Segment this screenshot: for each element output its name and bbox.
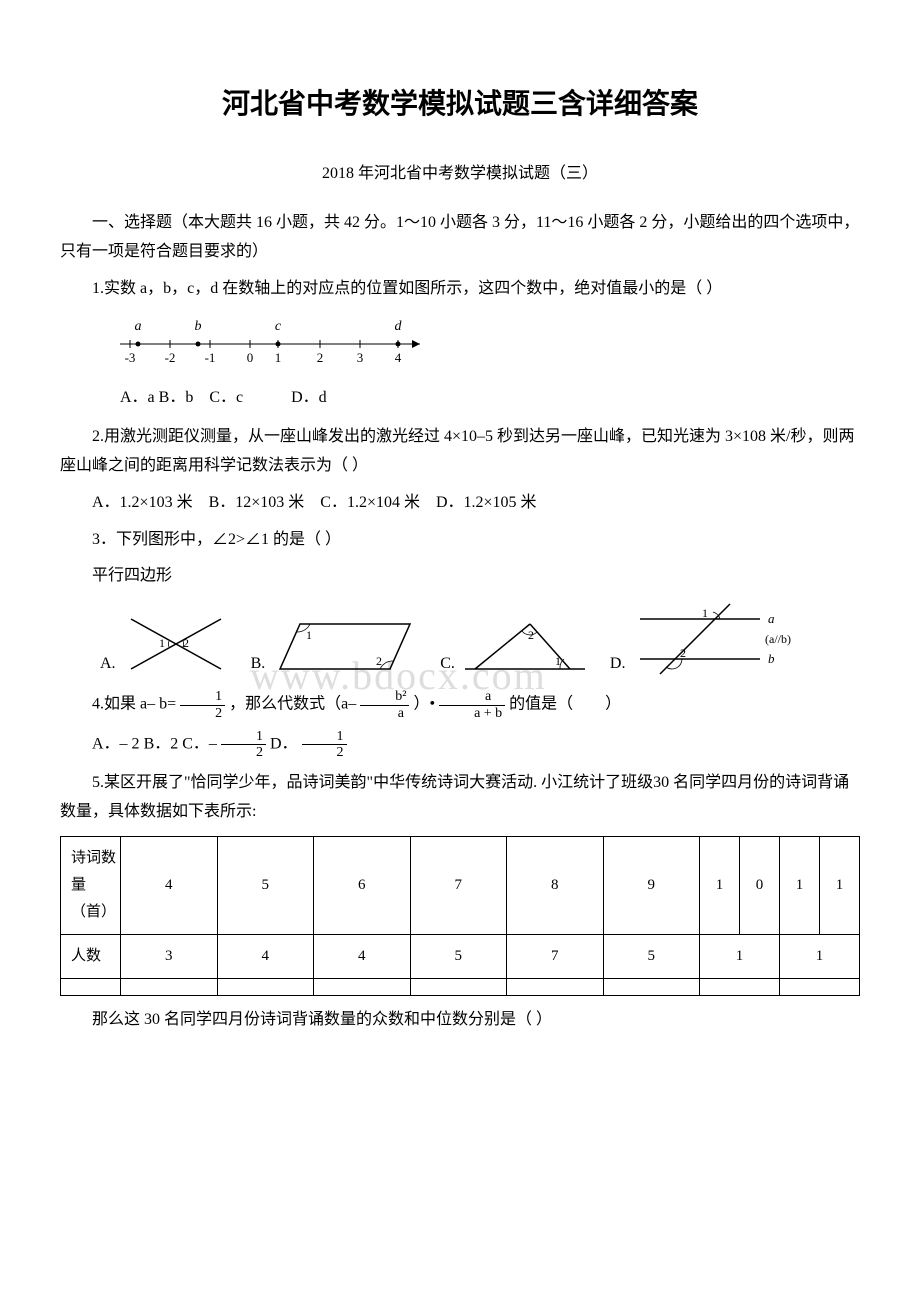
svg-text:4: 4 bbox=[395, 350, 402, 364]
q3-note: 平行四边形 bbox=[60, 562, 860, 591]
q4-options: A．– 2 B．2 C．– 1 2 D． 1 2 bbox=[60, 729, 860, 761]
table-cell: 4 bbox=[121, 837, 218, 935]
table-cell: 1 bbox=[700, 935, 780, 979]
q4-text: 4.如果 a– b= 1 2 ，那么代数式（a– b² a ）• a a + b… bbox=[60, 689, 860, 721]
table-cell: 7 bbox=[507, 935, 604, 979]
table-cell: 5 bbox=[410, 935, 507, 979]
table-cell: 1 bbox=[780, 935, 860, 979]
svg-text:2: 2 bbox=[376, 654, 382, 668]
q1-options: A．a B．b C．c D．d bbox=[120, 384, 860, 413]
q3-figures: A. 1 2 B. 1 2 C. bbox=[100, 599, 860, 679]
q3-figure-d: D. a (a//b) b 1 2 bbox=[610, 599, 801, 679]
table-header-1: 诗词数量（首） bbox=[61, 837, 121, 935]
svg-text:1: 1 bbox=[159, 636, 165, 650]
q3-text: 3．下列图形中，∠2>∠1 的是（ ） bbox=[60, 526, 860, 555]
table-cell: 9 bbox=[603, 837, 700, 935]
q3-label-b: B. bbox=[251, 650, 266, 679]
table-cell: 1 bbox=[780, 837, 820, 935]
svg-text:-3: -3 bbox=[125, 350, 136, 364]
table-cell: 1 bbox=[700, 837, 740, 935]
q5-followup: 那么这 30 名同学四月份诗词背诵数量的众数和中位数分别是（ ） bbox=[60, 1006, 860, 1035]
table-cell-empty bbox=[410, 979, 507, 996]
q4-opt-b: B．2 bbox=[144, 736, 179, 753]
q3-label-c: C. bbox=[440, 650, 455, 679]
table-row: 诗词数量（首） 4 5 6 7 8 9 1 0 1 1 bbox=[61, 837, 860, 935]
table-cell-empty bbox=[121, 979, 218, 996]
q5-table: 诗词数量（首） 4 5 6 7 8 9 1 0 1 1 人数 3 4 4 5 7… bbox=[60, 836, 860, 996]
q3-figure-b: B. 1 2 bbox=[251, 609, 421, 679]
table-cell-empty bbox=[780, 979, 860, 996]
q3-figure-c: C. 2 1 bbox=[440, 609, 590, 679]
q3-figure-a: A. 1 2 bbox=[100, 609, 231, 679]
table-cell: 8 bbox=[507, 837, 604, 935]
q3-label-a: A. bbox=[100, 650, 116, 679]
svg-text:b: b bbox=[195, 319, 202, 334]
q2-options: A．1.2×103 米 B．12×103 米 C．1.2×104 米 D．1.2… bbox=[60, 489, 860, 518]
q1-text: 1.实数 a，b，c，d 在数轴上的对应点的位置如图所示，这四个数中，绝对值最小… bbox=[60, 275, 860, 304]
page-title: 河北省中考数学模拟试题三含详细答案 bbox=[60, 80, 860, 130]
svg-text:0: 0 bbox=[247, 350, 254, 364]
svg-text:c: c bbox=[275, 319, 282, 334]
document-content: 河北省中考数学模拟试题三含详细答案 2018 年河北省中考数学模拟试题（三） 一… bbox=[60, 80, 860, 1035]
q1-number-line: a b c d -3 -2 -1 0 1 2 3 4 bbox=[120, 314, 860, 375]
q4-frac1: 1 2 bbox=[180, 689, 225, 721]
svg-text:a: a bbox=[135, 319, 142, 334]
q3d-label-ab: (a//b) bbox=[765, 632, 791, 646]
svg-text:1: 1 bbox=[306, 628, 312, 642]
table-cell: 5 bbox=[603, 935, 700, 979]
table-cell-empty bbox=[603, 979, 700, 996]
table-header-2: 人数 bbox=[61, 935, 121, 979]
q4-frac-c: 1 2 bbox=[221, 729, 266, 761]
svg-text:2: 2 bbox=[680, 646, 686, 660]
svg-text:-2: -2 bbox=[165, 350, 176, 364]
q3-label-d: D. bbox=[610, 650, 626, 679]
q4-opt-c: C．– bbox=[182, 736, 221, 753]
table-cell-empty bbox=[700, 979, 780, 996]
table-cell-empty bbox=[507, 979, 604, 996]
svg-text:3: 3 bbox=[357, 350, 364, 364]
svg-text:d: d bbox=[395, 319, 403, 334]
table-cell: 7 bbox=[410, 837, 507, 935]
section-intro: 一、选择题（本大题共 16 小题，共 42 分。1～10 小题各 3 分，11～… bbox=[60, 209, 860, 267]
q2-text: 2.用激光测距仪测量，从一座山峰发出的激光经过 4×10–5 秒到达另一座山峰，… bbox=[60, 423, 860, 481]
q4-opt-a: A．– 2 bbox=[92, 736, 140, 753]
table-cell: 5 bbox=[217, 837, 314, 935]
q4-frac2: b² a bbox=[360, 689, 409, 721]
svg-text:-1: -1 bbox=[205, 350, 216, 364]
table-cell: 4 bbox=[314, 935, 411, 979]
table-cell-empty bbox=[61, 979, 121, 996]
table-cell: 4 bbox=[217, 935, 314, 979]
q4-mid1: ，那么代数式（a– bbox=[229, 696, 360, 713]
q3d-label-b: b bbox=[768, 651, 775, 666]
table-cell: 6 bbox=[314, 837, 411, 935]
table-cell-empty bbox=[217, 979, 314, 996]
q4-mid2: ）• bbox=[413, 696, 435, 713]
q5-text: 5.某区开展了"恰同学少年，品诗词美韵"中华传统诗词大赛活动. 小江统计了班级3… bbox=[60, 769, 860, 827]
table-cell: 3 bbox=[121, 935, 218, 979]
table-row bbox=[61, 979, 860, 996]
table-row: 人数 3 4 4 5 7 5 1 1 bbox=[61, 935, 860, 979]
svg-text:1: 1 bbox=[702, 606, 708, 620]
table-cell: 1 bbox=[820, 837, 860, 935]
q4-prefix: 4.如果 a– b= bbox=[92, 696, 176, 713]
svg-text:1: 1 bbox=[275, 350, 282, 364]
table-cell: 0 bbox=[740, 837, 780, 935]
q4-frac-d: 1 2 bbox=[302, 729, 347, 761]
q4-suffix: 的值是（ ） bbox=[509, 696, 621, 713]
q3d-label-a: a bbox=[768, 611, 775, 626]
q4-opt-d: D． bbox=[270, 736, 298, 753]
svg-text:2: 2 bbox=[317, 350, 324, 364]
q4-frac3: a a + b bbox=[439, 689, 505, 721]
table-cell-empty bbox=[314, 979, 411, 996]
subtitle: 2018 年河北省中考数学模拟试题（三） bbox=[60, 160, 860, 189]
